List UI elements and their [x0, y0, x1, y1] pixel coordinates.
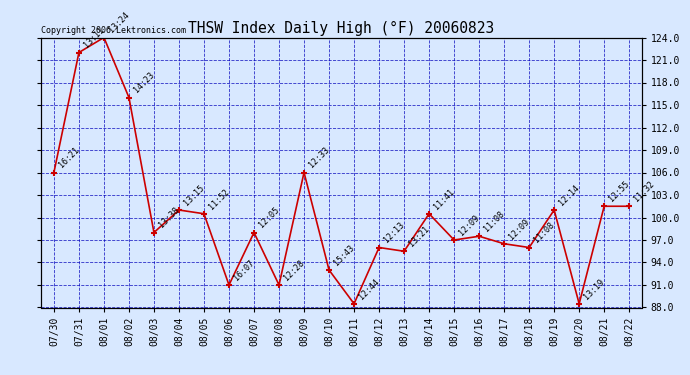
Text: 13:24: 13:24: [107, 10, 130, 35]
Text: 11:32: 11:32: [632, 179, 656, 204]
Text: 12:14: 12:14: [557, 183, 581, 207]
Text: 13:21: 13:21: [407, 224, 431, 249]
Text: 12:09: 12:09: [457, 213, 481, 237]
Text: 14:23: 14:23: [132, 70, 156, 95]
Text: 11:08: 11:08: [482, 209, 506, 234]
Text: 11:41: 11:41: [432, 187, 456, 211]
Text: 12:55: 12:55: [607, 179, 631, 204]
Text: 13:15: 13:15: [181, 183, 206, 207]
Text: 12:05: 12:05: [257, 206, 281, 230]
Text: 12:44: 12:44: [357, 277, 381, 301]
Text: 12:09: 12:09: [507, 217, 531, 241]
Text: Copyright 2006 Lektronics.com: Copyright 2006 Lektronics.com: [41, 26, 186, 35]
Text: 12:33: 12:33: [307, 146, 331, 170]
Text: 12:28: 12:28: [282, 258, 306, 282]
Text: 16:21: 16:21: [57, 146, 81, 170]
Text: 13:11: 13:11: [81, 26, 106, 50]
Text: 12:13: 12:13: [382, 220, 406, 245]
Text: 15:43: 15:43: [332, 243, 356, 267]
Text: 16:07: 16:07: [232, 258, 256, 282]
Title: THSW Index Daily High (°F) 20060823: THSW Index Daily High (°F) 20060823: [188, 21, 495, 36]
Text: 13:38: 13:38: [157, 206, 181, 230]
Text: 11:52: 11:52: [207, 187, 230, 211]
Text: 13:19: 13:19: [582, 277, 606, 301]
Text: 11:08: 11:08: [532, 220, 556, 245]
